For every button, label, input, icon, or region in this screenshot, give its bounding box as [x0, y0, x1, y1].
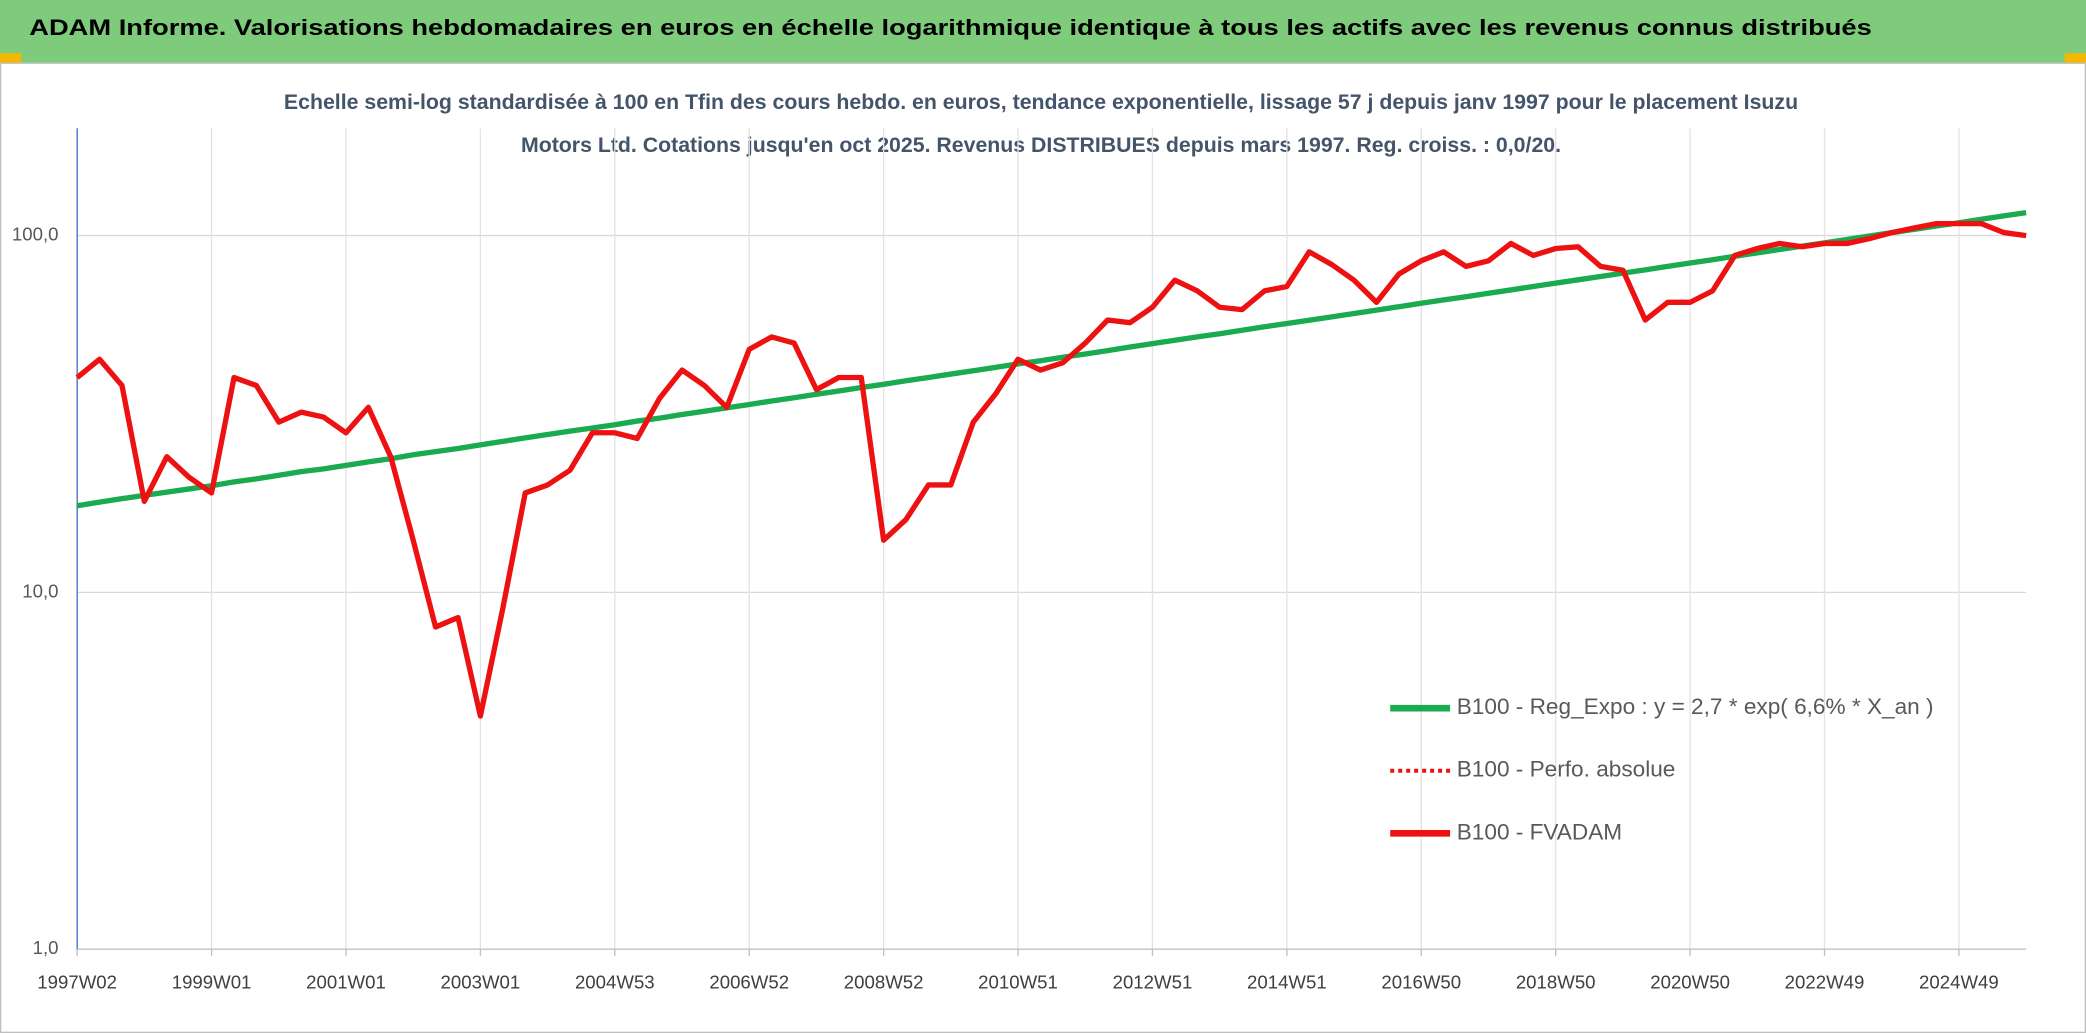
- x-tick-label: 2004W53: [575, 972, 655, 993]
- x-tick-label: 2024W49: [1919, 972, 1999, 993]
- y-tick-label: 10,0: [22, 580, 58, 601]
- y-tick-label: 1,0: [33, 937, 59, 958]
- x-tick-label: 2020W50: [1650, 972, 1730, 993]
- subtitle-box: Echelle semi-log standardisée à 100 en T…: [283, 91, 1799, 158]
- corner: [0, 53, 22, 64]
- legend-label: B100 - Reg_Expo : y = 2,7 * exp( 6,6% * …: [1457, 694, 1934, 719]
- chart-title: ADAM Informe. Valorisations hebdomadaire…: [29, 15, 1872, 40]
- x-tick-label: 1999W01: [172, 972, 252, 993]
- legend-label: B100 - Perfo. absolue: [1457, 757, 1676, 782]
- x-tick-label: 2006W52: [709, 972, 789, 993]
- x-tick-label: 1997W02: [37, 972, 117, 993]
- x-tick-label: 2016W50: [1381, 972, 1461, 993]
- x-tick-label: 2001W01: [306, 972, 386, 993]
- x-tick-label: 2003W01: [441, 972, 521, 993]
- x-tick-label: 2014W51: [1247, 972, 1327, 993]
- x-tick-label: 2022W49: [1785, 972, 1865, 993]
- corner: [2064, 53, 2086, 64]
- chart-subtitle: Echelle semi-log standardisée à 100 en T…: [283, 91, 1799, 158]
- x-tick-label: 2012W51: [1113, 972, 1193, 993]
- title-banner: [0, 0, 2086, 63]
- chart-panel: [0, 62, 2086, 1033]
- line-series: [76, 209, 2027, 509]
- x-tick-label: 2008W52: [844, 972, 924, 993]
- x-tick-label: 2010W51: [978, 972, 1058, 993]
- y-tick-label: 100,0: [12, 224, 59, 245]
- x-tick-label: 2018W50: [1516, 972, 1596, 993]
- line-series: [75, 220, 2027, 719]
- legend-label: B100 - FVADAM: [1457, 819, 1622, 844]
